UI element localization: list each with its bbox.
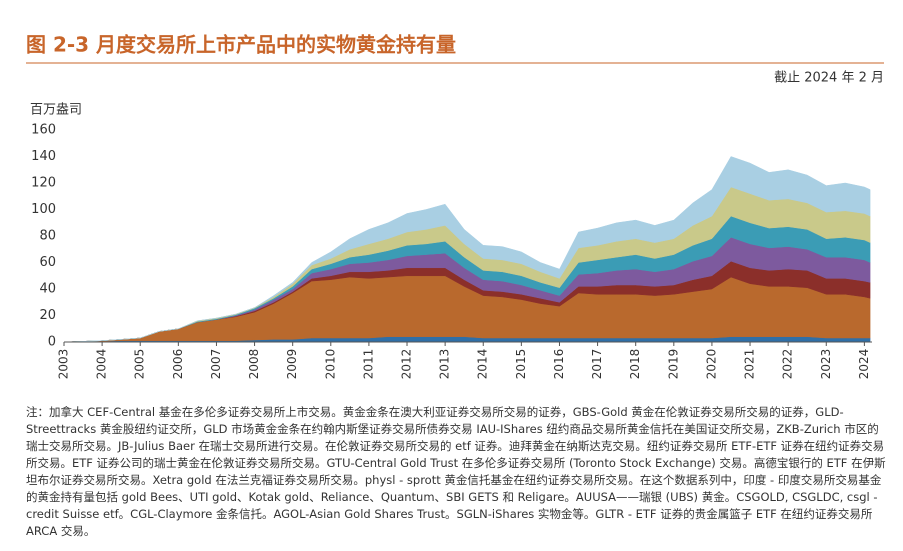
x-tick-label: 2022 bbox=[781, 349, 795, 380]
x-tick-label: 2012 bbox=[400, 349, 414, 380]
y-tick-label: 80 bbox=[39, 229, 56, 244]
y-tick-label: 100 bbox=[31, 202, 56, 217]
x-tick-label: 2019 bbox=[666, 349, 680, 380]
note: 注：加拿大 CEF-Central 基金在多伦多证券交易所上市交易。黄金金条在澳… bbox=[26, 405, 886, 538]
x-tick-label: 2010 bbox=[323, 349, 337, 380]
y-tick-label: 160 bbox=[31, 123, 56, 138]
x-tick-label: 2005 bbox=[133, 349, 147, 380]
x-tick-label: 2024 bbox=[857, 349, 871, 380]
x-tick-label: 2018 bbox=[628, 349, 642, 380]
x-tick-label: 2003 bbox=[57, 349, 71, 380]
subtitle: 截止 2024 年 2 月 bbox=[774, 71, 884, 86]
x-tick-label: 2009 bbox=[285, 349, 299, 380]
x-tick-label: 2020 bbox=[704, 349, 718, 380]
x-tick-label: 2013 bbox=[438, 349, 452, 380]
chart: 图 2-3 月度交易所上市产品中的实物黄金持有量 截止 2024 年 2 月 百… bbox=[26, 33, 884, 380]
area bbox=[63, 156, 871, 343]
y-tick-label: 0 bbox=[48, 335, 56, 350]
x-tick-label: 2016 bbox=[552, 349, 566, 380]
x-tick-label: 2006 bbox=[171, 349, 185, 380]
y-tick-label: 60 bbox=[39, 255, 56, 270]
y-axis-label: 百万盎司 bbox=[30, 103, 82, 118]
chart-title: 图 2-3 月度交易所上市产品中的实物黄金持有量 bbox=[26, 33, 456, 57]
x-tick-label: 2007 bbox=[209, 349, 223, 380]
y-tick-label: 40 bbox=[39, 282, 56, 297]
y-tick-label: 140 bbox=[31, 149, 56, 164]
x-tick-label: 2017 bbox=[590, 349, 604, 380]
y-tick-label: 120 bbox=[31, 176, 56, 191]
x-tick-label: 2011 bbox=[361, 349, 375, 380]
x-tick-label: 2023 bbox=[819, 349, 833, 380]
x-tick-label: 2014 bbox=[476, 349, 490, 380]
x-tick-label: 2008 bbox=[247, 349, 261, 380]
x-tick-label: 2021 bbox=[743, 349, 757, 380]
x-tick-label: 2004 bbox=[95, 349, 109, 380]
y-tick-label: 20 bbox=[39, 308, 56, 323]
x-tick-label: 2015 bbox=[514, 349, 528, 380]
